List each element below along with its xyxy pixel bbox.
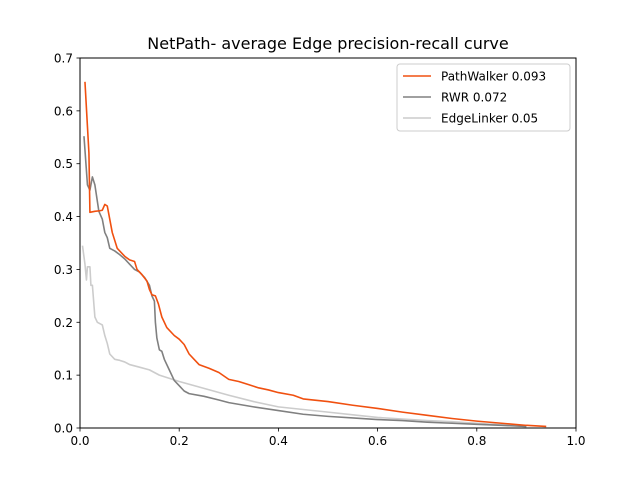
y-tick-label-3: 0.3 xyxy=(54,263,73,277)
legend-label-0: PathWalker 0.093 xyxy=(441,70,546,84)
y-tick-label-1: 0.1 xyxy=(54,369,73,383)
legend-label-2: EdgeLinker 0.05 xyxy=(441,112,538,126)
series-line-0 xyxy=(84,81,547,428)
chart-title: NetPath- average Edge precision-recall c… xyxy=(147,34,508,53)
y-tick-label-7: 0.7 xyxy=(54,52,73,66)
x-tick-label-2: 0.4 xyxy=(269,434,288,448)
legend-label-1: RWR 0.072 xyxy=(441,91,507,105)
plot-frame xyxy=(79,57,577,429)
series-line-2 xyxy=(81,245,527,428)
x-tick-label-3: 0.6 xyxy=(368,434,387,448)
y-tick-label-2: 0.2 xyxy=(54,316,73,330)
series-layer xyxy=(81,81,547,428)
y-axis: 0.0 0.1 0.2 0.3 0.4 0.5 0.6 0.7 xyxy=(54,52,80,436)
y-tick-label-4: 0.4 xyxy=(54,210,73,224)
x-tick-label-0: 0.0 xyxy=(70,434,89,448)
x-axis: 0.0 0.2 0.4 0.6 0.8 1.0 xyxy=(70,428,586,448)
x-tick-label-5: 1.0 xyxy=(566,434,585,448)
x-tick-label-1: 0.2 xyxy=(170,434,189,448)
y-tick-label-6: 0.6 xyxy=(54,104,73,118)
legend-box xyxy=(396,63,571,132)
legend: PathWalker 0.093 RWR 0.072 EdgeLinker 0.05 xyxy=(396,63,571,132)
y-tick-label-0: 0.0 xyxy=(54,422,73,436)
y-tick-label-5: 0.5 xyxy=(54,157,73,171)
series-line-1 xyxy=(83,136,527,428)
x-tick-label-4: 0.8 xyxy=(467,434,486,448)
